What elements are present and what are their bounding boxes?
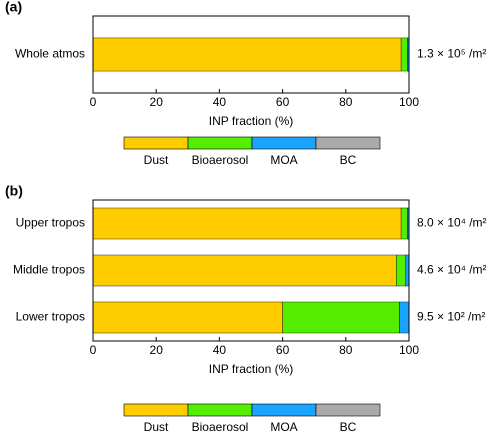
annotation: 8.0 × 10⁴ /m² [417,216,487,230]
legend-label: BC [340,420,357,434]
legend-label: Dust [144,420,169,434]
legend-swatch [251,136,317,150]
bar-segment [282,301,400,334]
x-tick-label: 100 [399,95,419,109]
bar-segment [92,37,402,72]
panel-title: (a) [5,0,22,15]
category-label: Middle tropos [13,263,85,277]
annotation: 4.6 × 10⁴ /m² [417,263,487,277]
legend-swatch [187,403,253,417]
x-axis-label: INP fraction (%) [209,114,293,128]
legend-swatch [251,403,317,417]
x-tick-label: 40 [213,95,227,109]
annotation: 1.3 × 10⁵ /m² [417,47,486,61]
x-tick-label: 0 [90,95,97,109]
bar-segment [396,254,407,287]
x-tick-label: 60 [276,95,290,109]
x-axis-label: INP fraction (%) [209,362,293,376]
panel-title: (b) [5,183,23,199]
bar-segment [400,207,408,240]
x-tick-label: 20 [150,343,164,357]
legend-swatch [187,136,253,150]
legend-swatch [315,136,381,150]
legend-swatch [123,403,189,417]
annotation: 9.5 × 10² /m² [417,310,485,324]
x-tick-label: 80 [339,343,353,357]
x-tick-label: 40 [213,343,227,357]
category-label: Upper tropos [16,216,85,230]
x-tick-label: 20 [150,95,164,109]
x-tick-label: 60 [276,343,290,357]
legend-label: Bioaerosol [192,420,249,434]
bar-segment [399,301,410,334]
bar-segment [400,37,408,72]
plot-frame [92,15,410,94]
legend-label: Dust [144,153,169,167]
category-label: Whole atmos [15,47,85,61]
legend-swatch [123,136,189,150]
category-label: Lower tropos [16,310,85,324]
plot-frame [92,199,410,342]
bar-segment [92,301,283,334]
legend-label: MOA [270,420,297,434]
bar-segment [92,207,402,240]
legend-label: Bioaerosol [192,153,249,167]
x-tick-label: 0 [90,343,97,357]
x-tick-label: 80 [339,95,353,109]
x-tick-label: 100 [399,343,419,357]
legend-label: BC [340,153,357,167]
bar-segment [92,254,397,287]
legend-swatch [315,403,381,417]
legend-label: MOA [270,153,297,167]
